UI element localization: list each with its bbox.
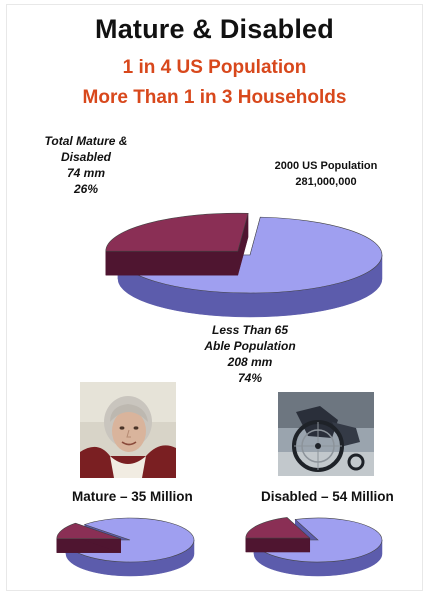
subtitle-population: 1 in 4 US Population	[122, 57, 307, 78]
able-label-line-2: Able Population	[204, 339, 296, 353]
mature-caption: Mature – 35 Million	[72, 489, 193, 504]
able-slice-label: Less Than 65 Able Population 208 mm 74%	[180, 322, 320, 386]
subtitle-households: More Than 1 in 3 Households	[82, 87, 347, 108]
main-pie-highlight-slice	[105, 212, 249, 276]
able-label-value: 208 mm	[227, 355, 273, 369]
md-label-line-2: Disabled	[60, 150, 111, 164]
main-pie-title-label: 2000 US Population 281,000,000	[246, 158, 406, 190]
disabled-pie-highlight-slice	[245, 516, 311, 553]
able-label-percent: 74%	[237, 371, 263, 385]
able-label-line-1: Less Than 65	[211, 323, 289, 337]
main-pie-title: 2000 US Population	[274, 160, 378, 172]
main-pie-total: 281,000,000	[295, 176, 357, 188]
md-label-line-1: Total Mature &	[44, 134, 128, 148]
mature-disabled-slice-label: Total Mature & Disabled 74 mm 26%	[32, 133, 140, 197]
wheelchair-user-photo	[278, 392, 374, 476]
md-label-percent: 26%	[73, 182, 99, 196]
mature-pie-highlight-slice	[56, 522, 122, 554]
disabled-caption: Disabled – 54 Million	[261, 489, 394, 504]
md-label-value: 74 mm	[66, 166, 106, 180]
elderly-woman-photo	[80, 382, 176, 478]
slide-title: Mature & Disabled	[95, 14, 334, 44]
